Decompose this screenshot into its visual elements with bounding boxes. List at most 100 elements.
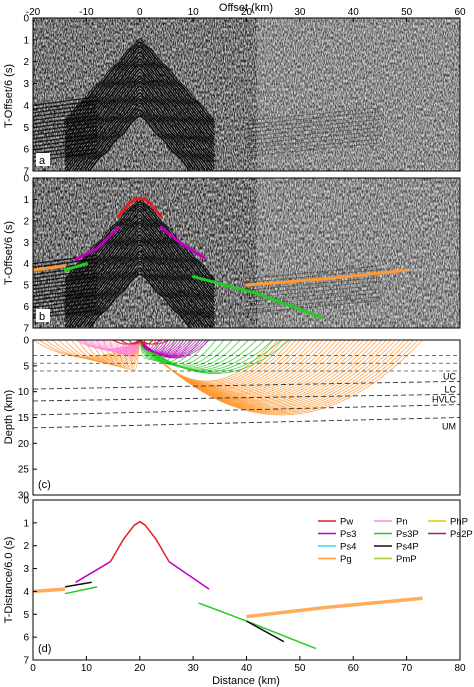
waveform-trace <box>246 269 380 283</box>
panel-a-y-axis-title: T-Offset/6 (s) <box>3 64 15 128</box>
y-tick-label: 5 <box>23 281 29 292</box>
waveform-trace <box>84 108 141 171</box>
ray-pg-right <box>139 340 423 416</box>
panel-d-label: (d) <box>38 643 51 655</box>
x-tick-label: 10 <box>188 7 200 18</box>
panel-b-label: b <box>39 311 45 323</box>
waveform-trace <box>79 260 141 328</box>
waveform-trace <box>246 296 380 310</box>
waveform-trace <box>246 288 380 303</box>
waveform-trace <box>64 239 141 320</box>
x-tick-label: 0 <box>30 663 36 674</box>
x-tick-label: -10 <box>79 7 94 18</box>
y-tick-label: 7 <box>23 656 29 667</box>
waveform-trace <box>139 258 203 328</box>
waveform-trace <box>33 99 98 110</box>
waveform-trace <box>246 292 380 307</box>
waveform-trace <box>139 239 216 320</box>
panel-b-label-box <box>36 309 50 322</box>
waveform-trace <box>33 269 98 279</box>
legend-label-ps3p: Ps3P <box>396 529 419 540</box>
curve-ps3p <box>64 586 98 595</box>
waveform-trace <box>68 91 141 171</box>
legend-label-pw: Pw <box>340 517 353 528</box>
waveform-trace <box>33 95 98 107</box>
pick-pg-far <box>245 268 409 287</box>
ray-pw <box>139 340 170 345</box>
waveform-trace <box>139 112 193 171</box>
waveform-trace <box>139 97 206 171</box>
waveform-trace <box>87 112 141 171</box>
y-tick-label: 5 <box>23 361 29 372</box>
legend-label-pn: Pn <box>396 517 408 528</box>
waveform-trace <box>139 222 216 303</box>
waveform-trace <box>139 203 215 283</box>
waveform-trace <box>64 44 141 126</box>
waveform-trace <box>33 125 98 136</box>
waveform-trace <box>139 250 212 328</box>
waveform-trace <box>33 258 98 269</box>
waveform-trace <box>139 37 215 121</box>
waveform-trace <box>246 130 380 145</box>
waveform-trace <box>64 197 141 279</box>
panel-c-y-axis-title: Depth (km) <box>3 390 15 444</box>
waveform-trace <box>139 46 216 129</box>
waveform-trace <box>64 233 141 315</box>
waveform-trace <box>33 118 98 129</box>
waveform-trace <box>33 276 98 287</box>
low-signal-zone <box>257 178 460 328</box>
low-signal-zone <box>257 18 460 171</box>
x-tick-label: -20 <box>26 7 41 18</box>
pick-ps3p-far <box>191 275 323 319</box>
waveform-trace <box>64 78 141 160</box>
pick-pg <box>33 264 67 272</box>
panel-b-frame <box>32 177 461 329</box>
waveform-trace <box>139 243 216 327</box>
y-tick-label: 5 <box>23 610 29 621</box>
waveform-trace <box>64 37 141 121</box>
y-tick-label: 7 <box>23 324 29 335</box>
x-tick-label: 70 <box>401 663 413 674</box>
waveform-trace <box>33 254 98 265</box>
waveform-trace <box>33 290 98 301</box>
waveform-trace <box>64 83 140 166</box>
waveform-trace <box>33 140 98 151</box>
waveform-trace <box>33 129 98 140</box>
waveform-trace <box>64 46 141 129</box>
waveform-trace <box>246 122 380 137</box>
waveform-trace <box>33 114 98 125</box>
layer-label-lc: LC <box>444 384 456 394</box>
waveform-trace <box>139 256 206 328</box>
curve-pw <box>109 520 170 563</box>
y-tick-label: 30 <box>18 491 30 502</box>
legend-label-pg: Pg <box>340 554 352 565</box>
waveform-trace <box>139 260 201 328</box>
waveform-trace <box>139 105 198 171</box>
waveform-trace <box>66 88 141 171</box>
ray-pn <box>123 340 141 357</box>
waveform-trace <box>139 91 212 171</box>
pick-ps3p <box>63 262 88 272</box>
waveform-trace <box>88 273 141 328</box>
waveform-trace <box>139 44 215 126</box>
waveform-trace <box>139 108 196 171</box>
waveform-trace <box>139 63 216 146</box>
x-tick-label: 50 <box>401 7 413 18</box>
panel-a-x-axis-title: Offset (km) <box>219 2 273 14</box>
waveform-trace <box>64 75 141 158</box>
waveform-trace <box>139 241 215 323</box>
legend-label-pmp: PmP <box>396 554 417 565</box>
pick-ps3-right <box>159 225 206 259</box>
y-tick-label: 0 <box>23 14 29 25</box>
waveform-trace <box>139 207 215 290</box>
waveform-trace <box>139 88 214 171</box>
waveform-trace <box>71 95 141 171</box>
waveform-trace <box>139 71 215 155</box>
layer-boundary-lc <box>33 393 460 402</box>
waveform-trace <box>139 273 192 328</box>
waveform-trace <box>33 122 98 133</box>
legend-label-ps2p: Ps2P <box>450 529 473 540</box>
waveform-trace <box>139 230 215 313</box>
waveform-trace <box>33 136 98 147</box>
